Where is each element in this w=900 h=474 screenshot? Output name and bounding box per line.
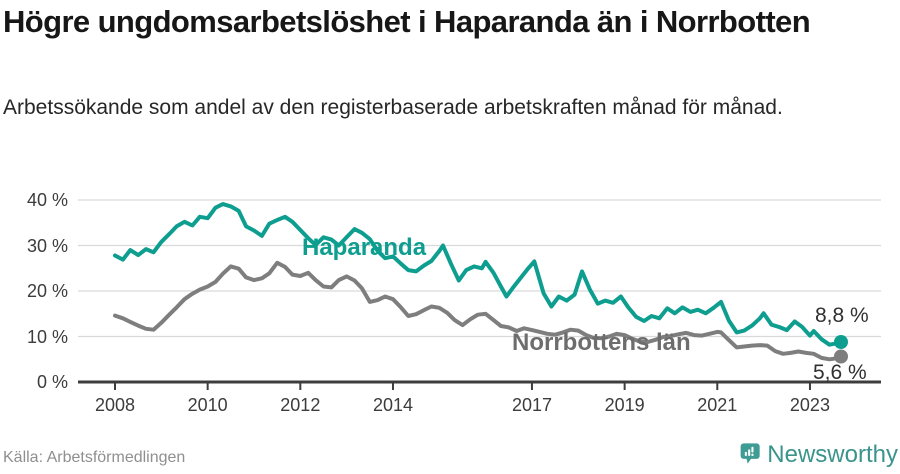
series-line-haparanda bbox=[113, 202, 843, 347]
chart-plot bbox=[78, 199, 881, 390]
chart-title: Högre ungdomsarbetslöshet i Haparanda än… bbox=[3, 4, 811, 39]
end-value-label-haparanda: 8,8 % bbox=[815, 304, 869, 327]
y-axis-label: 30 % bbox=[26, 235, 68, 256]
x-axis-label: 2017 bbox=[511, 395, 552, 415]
source-note: Källa: Arbetsförmedlingen bbox=[3, 449, 186, 466]
newsworthy-logo[interactable]: Newsworthy bbox=[740, 437, 898, 471]
x-axis-label: 2008 bbox=[94, 395, 136, 415]
newsworthy-wordmark: Newsworthy bbox=[767, 441, 898, 468]
y-axis-label: 0 % bbox=[36, 372, 68, 392]
y-axis-label: 10 % bbox=[26, 326, 68, 347]
series-end-dot-norrbotten bbox=[834, 349, 848, 364]
series-end-dot-haparanda bbox=[834, 335, 848, 349]
x-axis-label: 2021 bbox=[697, 395, 738, 415]
x-axis-label: 2010 bbox=[187, 395, 228, 415]
x-axis-label: 2014 bbox=[372, 395, 413, 415]
x-axis-label: 2023 bbox=[789, 395, 830, 415]
y-axis-label: 40 % bbox=[26, 190, 68, 210]
end-value-label-norrbotten: 5,6 % bbox=[813, 361, 867, 384]
chart-area: 0 % 10 % 20 % 30 % 40 % 2008 2010 2012 2014 2017… bbox=[0, 170, 900, 432]
x-axis-label: 2019 bbox=[604, 395, 645, 415]
series-label-haparanda: Haparanda bbox=[302, 234, 427, 261]
chart-subtitle: Arbetssökande som andel av den registerb… bbox=[3, 96, 783, 119]
x-axis-label: 2012 bbox=[280, 395, 321, 415]
series-label-norrbotten: Norrbottens län bbox=[512, 329, 691, 356]
y-axis-label: 20 % bbox=[26, 281, 68, 301]
series-line-norrbotten bbox=[113, 260, 843, 362]
bar-chart-speech-bubble-icon bbox=[740, 443, 760, 464]
